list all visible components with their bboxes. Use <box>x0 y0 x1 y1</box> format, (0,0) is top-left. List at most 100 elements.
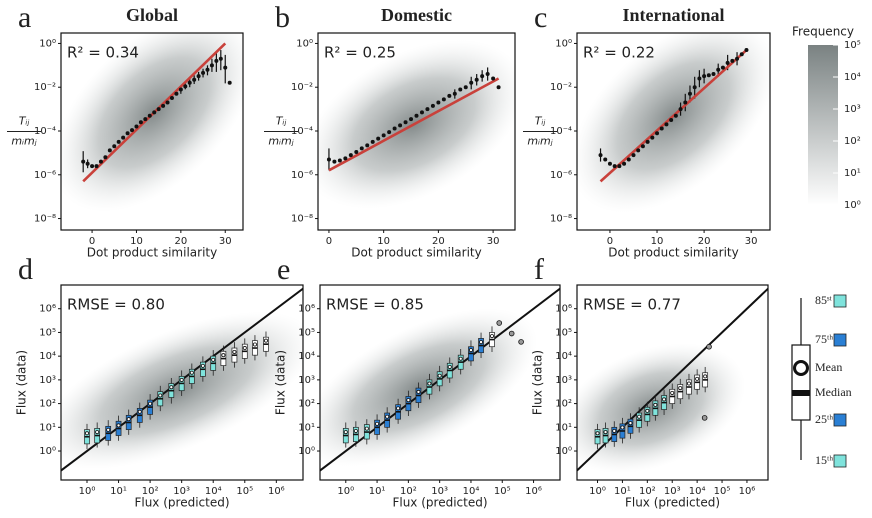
y-tick-label: 10⁶ <box>555 304 572 315</box>
box-mean <box>620 425 625 430</box>
panel-label: a <box>18 1 31 34</box>
point <box>496 85 501 90</box>
colorbar-tick-label: 10⁴ <box>844 72 861 83</box>
point <box>491 76 496 81</box>
point <box>669 117 674 122</box>
x-tick-label: 10³ <box>664 486 681 497</box>
box-mean <box>221 353 226 358</box>
point <box>458 87 463 92</box>
colorbar-tick-label: 10² <box>844 136 861 147</box>
y-axis-label: Flux (data) <box>274 350 288 415</box>
y-tick-label: 10⁴ <box>555 351 572 362</box>
box-mean <box>211 357 216 362</box>
annotation: RMSE = 0.80 <box>67 296 165 314</box>
y-tick-label: 10⁵ <box>298 327 315 338</box>
point <box>161 103 166 108</box>
box-mean <box>263 338 268 343</box>
point <box>178 87 183 92</box>
x-tick-label: 20 <box>698 236 711 247</box>
x-axis-label: Flux (predicted) <box>392 496 487 510</box>
x-tick-label: 10⁶ <box>525 486 542 497</box>
box-mean <box>343 430 348 435</box>
x-tick-label: 10⁰ <box>79 486 96 497</box>
point <box>697 76 702 81</box>
y-tick-label: 10⁻⁶ <box>34 170 56 181</box>
box-mean <box>385 414 390 419</box>
point <box>337 158 342 163</box>
x-tick-label: 10⁰ <box>337 486 354 497</box>
point <box>645 139 650 144</box>
outlier <box>706 343 712 350</box>
point <box>419 110 424 115</box>
box-mean <box>232 349 237 354</box>
point <box>165 100 170 105</box>
x-tick-label: 10⁴ <box>463 486 480 497</box>
point <box>425 107 430 112</box>
y-tick-label: 10⁴ <box>39 351 56 362</box>
box-mean <box>126 417 131 422</box>
point <box>720 65 725 70</box>
point <box>152 110 157 115</box>
y-axis-label: Flux (data) <box>531 350 545 415</box>
density-background <box>320 308 538 467</box>
y-tick-label: 10⁶ <box>39 304 56 315</box>
point <box>403 120 408 125</box>
point <box>739 52 744 57</box>
y-tick-label: 10⁶ <box>298 304 315 315</box>
point <box>85 161 90 166</box>
box-mean <box>489 334 494 339</box>
box-mean <box>116 423 121 428</box>
annotation: R² = 0.34 <box>67 44 139 62</box>
colorbar <box>808 45 838 205</box>
point <box>414 113 419 118</box>
y-label-numerator: Tᵢⱼ <box>276 115 287 128</box>
point <box>607 161 612 166</box>
x-axis-label: Flux (predicted) <box>625 496 720 510</box>
box-mean <box>179 377 184 382</box>
x-tick-label: 30 <box>219 236 232 247</box>
legend-swatch <box>833 413 847 427</box>
plot-frame <box>60 32 244 231</box>
x-tick-label: 0 <box>326 236 332 247</box>
annotation: R² = 0.25 <box>324 44 396 62</box>
point <box>730 58 735 63</box>
box-mean <box>662 397 667 402</box>
x-tick-label: 10⁴ <box>689 486 706 497</box>
point <box>107 148 112 153</box>
point <box>744 48 749 53</box>
box-mean <box>427 381 432 386</box>
point <box>474 77 479 82</box>
annotation: RMSE = 0.85 <box>326 296 424 314</box>
y-tick-label: 10² <box>39 399 56 410</box>
box-mean <box>653 402 658 407</box>
x-tick-label: 10³ <box>173 486 190 497</box>
x-tick-label: 20 <box>432 236 445 247</box>
point <box>174 91 179 96</box>
point <box>81 159 86 164</box>
point <box>430 103 435 108</box>
x-tick-label: 10⁶ <box>739 486 756 497</box>
point <box>343 156 348 161</box>
plot-frame <box>576 32 771 231</box>
point <box>381 133 386 138</box>
y-tick-label: 10⁰ <box>39 446 56 457</box>
y-tick-label: 10⁻⁸ <box>34 214 56 225</box>
y-tick-label: 10⁵ <box>555 327 572 338</box>
y-tick-label: 10¹ <box>555 422 572 433</box>
x-tick-label: 10⁵ <box>494 486 511 497</box>
box-mean <box>148 401 153 406</box>
box-mean <box>137 409 142 414</box>
fit-line <box>328 77 500 172</box>
legend-label: 25ᵗʰ <box>815 412 833 426</box>
point <box>227 80 232 85</box>
y-tick-label: 10⁻² <box>34 82 56 93</box>
box-mean <box>353 428 358 433</box>
colorbar-tick-label: 10⁰ <box>844 200 861 211</box>
y-label-denominator: mᵢmⱼ <box>268 135 293 148</box>
plot-background <box>61 33 243 230</box>
y-tick-label: 10⁻² <box>550 82 572 93</box>
x-axis-label: Dot product similarity <box>87 246 217 260</box>
legend-label: Mean <box>815 360 842 374</box>
x-axis-label: Dot product similarity <box>351 246 481 260</box>
